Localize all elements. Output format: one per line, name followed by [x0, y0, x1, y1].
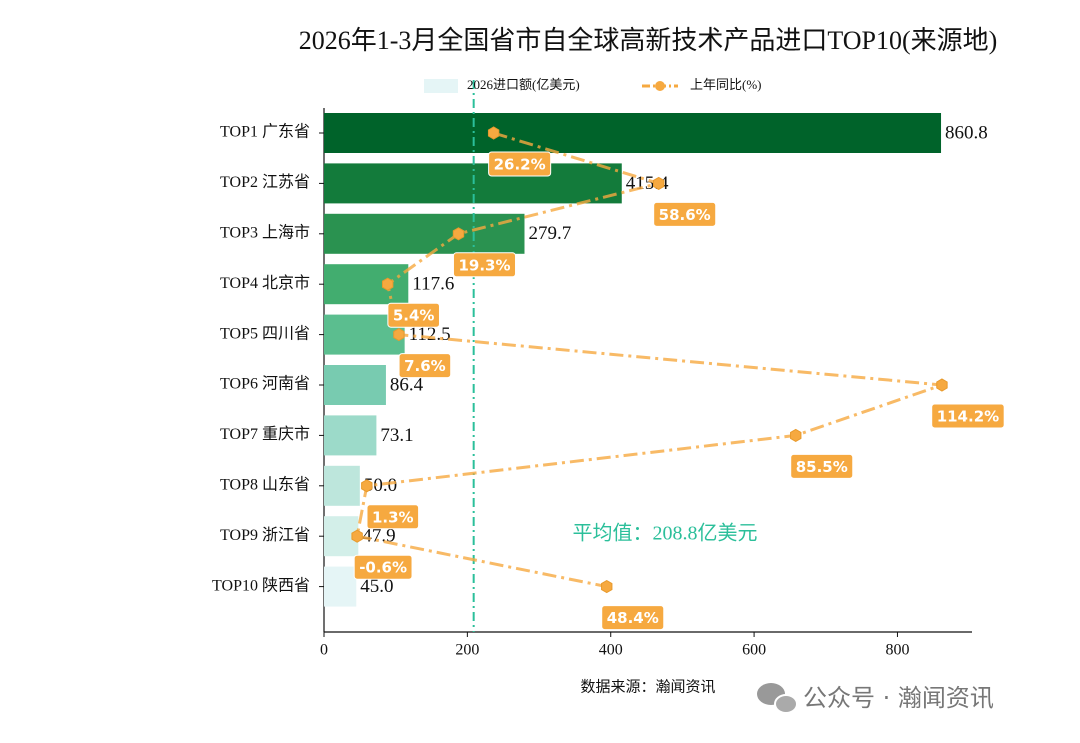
- yoy-label-text: 7.6%: [404, 357, 446, 375]
- x-tick-label: 0: [320, 642, 328, 659]
- yoy-label-box: [398, 353, 452, 379]
- legend-swatch: [424, 79, 458, 93]
- bar: [324, 264, 409, 305]
- yoy-label-box: [653, 201, 717, 227]
- y-tick-label: TOP2 江苏省: [220, 173, 310, 191]
- y-tick-label: TOP7 重庆市: [220, 425, 310, 443]
- yoy-marker: [452, 227, 465, 241]
- source: 数据来源：瀚闻资讯: [580, 678, 715, 695]
- yoy-label-text: 19.3%: [458, 256, 510, 274]
- bar-value-label: 279.7: [528, 223, 571, 244]
- yoy-label-text: 58.6%: [659, 206, 711, 224]
- yoy-label-text: -0.6%: [359, 559, 407, 577]
- mean-label: 平均值：208.8亿美元: [573, 522, 758, 545]
- watermark-icon: [757, 683, 798, 714]
- yoy-label-text: 114.2%: [937, 408, 999, 426]
- yoy-label: 19.3%: [452, 252, 517, 278]
- y-tick-label: TOP5 四川省: [220, 324, 310, 342]
- yoy-marker: [487, 126, 500, 140]
- yoy-label: 1.3%: [366, 504, 420, 530]
- yoy-label: 5.4%: [387, 302, 440, 328]
- y-tick-label: TOP1 广东省: [220, 123, 310, 141]
- yoy-label-text: 1.3%: [372, 508, 414, 526]
- bar: [324, 113, 942, 153]
- legend-marker: [655, 81, 665, 91]
- yoy-label: 26.2%: [488, 151, 552, 177]
- watermark: 公众号 · 瀚闻资讯: [803, 684, 994, 712]
- y-tick-label: TOP6 河南省: [220, 375, 310, 393]
- x-tick-label: 800: [885, 642, 909, 659]
- y-tick-label: TOP3 上海市: [220, 223, 310, 241]
- yoy-label-box: [601, 605, 665, 631]
- y-tick-label: TOP9 浙江省: [220, 526, 310, 544]
- y-tick-label: TOP8 山东省: [220, 475, 310, 493]
- bar-value-label: 860.8: [945, 122, 988, 143]
- yoy-marker: [351, 529, 363, 543]
- yoy-marker: [790, 428, 802, 442]
- bar: [324, 415, 377, 456]
- x-tick-label: 400: [599, 642, 623, 659]
- x-tick-label: 600: [742, 642, 766, 659]
- yoy-label-text: 26.2%: [494, 156, 546, 174]
- yoy-label-box: [931, 403, 1005, 429]
- bar: [324, 566, 357, 607]
- x-tick-label: 200: [455, 642, 479, 659]
- bar-value-label: 45.0: [360, 576, 393, 597]
- bar-value-label: 117.6: [412, 274, 454, 295]
- yoy-marker: [936, 378, 948, 392]
- legend-label: 2026进口额(亿美元): [467, 77, 580, 92]
- yoy-marker: [653, 176, 665, 190]
- yoy-marker: [361, 479, 373, 493]
- bar: [324, 465, 360, 506]
- yoy-label: 7.6%: [398, 353, 452, 379]
- legend-label: 上年同比(%): [690, 77, 762, 92]
- yoy-label-box: [452, 252, 517, 278]
- y-tick-label: TOP10 陕西省: [212, 576, 310, 594]
- bar-value-label: 50.0: [364, 475, 397, 496]
- yoy-line: [355, 131, 943, 589]
- yoy-label-box: [387, 302, 440, 328]
- yoy-marker: [393, 328, 405, 342]
- yoy-label-box: [366, 504, 420, 530]
- bar: [324, 213, 525, 254]
- yoy-label: 114.2%: [931, 403, 1005, 429]
- chart-title: 2026年1-3月全国省市自全球高新技术产品进口TOP10(来源地): [299, 26, 998, 55]
- yoy-label: 48.4%: [601, 605, 665, 631]
- y-tick-label: TOP4 北京市: [220, 274, 310, 292]
- yoy-label-text: 85.5%: [796, 458, 848, 476]
- yoy-label: 85.5%: [790, 453, 854, 479]
- yoy-label: 58.6%: [653, 201, 717, 227]
- yoy-label-text: 5.4%: [393, 307, 435, 325]
- bar-value-label: 86.4: [390, 374, 424, 395]
- yoy-label-box: [488, 151, 552, 177]
- yoy-label-text: 48.4%: [607, 609, 659, 627]
- yoy-label-box: [353, 554, 413, 580]
- bar: [324, 365, 386, 405]
- bar-value-label: 73.1: [380, 425, 413, 446]
- yoy-marker: [601, 580, 613, 594]
- yoy-label: -0.6%: [353, 554, 413, 580]
- yoy-marker: [381, 277, 394, 291]
- yoy-label-box: [790, 453, 854, 479]
